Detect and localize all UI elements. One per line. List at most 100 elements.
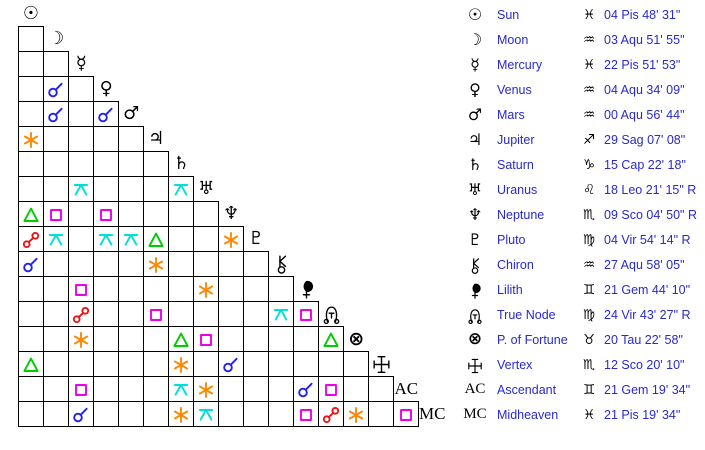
square-icon [150, 309, 162, 321]
aspect-cell-mars-moon [43, 101, 69, 127]
aspect-cell-midheaven-jupiter [143, 401, 169, 427]
square-icon [400, 409, 412, 421]
planet-name: Sun [497, 7, 520, 22]
true-node-icon [468, 308, 482, 324]
diagonal-cell-midheaven: MC [419, 404, 446, 423]
aspect-cell-lilith-sun [18, 276, 44, 302]
aspect-cell-ascendant-sun [18, 376, 44, 402]
legend-row-chiron: Chiron ♒ 27 Aqu 58' 05" [460, 252, 697, 277]
aspect-cell-p-of-fortune-uranus [193, 326, 219, 352]
leo-sign-icon: ♌ [583, 181, 596, 198]
aspect-cell-midheaven-mercury [68, 401, 94, 427]
aspect-cell-jupiter-moon [43, 126, 69, 152]
aspect-cell-ascendant-mars [118, 376, 144, 402]
planet-name: Jupiter [497, 132, 535, 147]
aspect-cell-p-of-fortune-neptune [218, 326, 244, 352]
aspect-cell-vertex-mercury [68, 351, 94, 377]
aspect-cell-lilith-uranus [193, 276, 219, 302]
aspect-cell-true-node-jupiter [143, 301, 169, 327]
aspect-cell-p-of-fortune-pluto [243, 326, 269, 352]
chiron-icon [471, 257, 480, 274]
aspect-cell-ascendant-chiron [268, 376, 294, 402]
aspect-cell-chiron-uranus [193, 251, 219, 277]
venus-icon: ♀ [469, 80, 481, 99]
legend-row-mercury: ☿ Mercury ♓ 22 Pis 51' 53" [460, 52, 697, 77]
aspect-cell-midheaven-lilith [293, 401, 319, 427]
quincunx-icon [198, 409, 214, 421]
aspect-cell-true-node-mercury [68, 301, 94, 327]
planet-name: True Node [497, 307, 556, 322]
diagonal-cell-ascendant: AC [394, 378, 419, 398]
aspect-cell-lilith-neptune [218, 276, 244, 302]
planet-name: Uranus [497, 182, 538, 197]
aspect-cell-midheaven-true-node [318, 401, 344, 427]
aspect-cell-ascendant-uranus [193, 376, 219, 402]
aspect-cell-vertex-pluto [243, 351, 269, 377]
planet-name: Ascendant [497, 382, 557, 397]
aspect-cell-neptune-mars [118, 201, 144, 227]
planet-name: Moon [497, 32, 529, 47]
quincunx-icon [173, 184, 189, 196]
aspect-cell-true-node-sun [18, 301, 44, 327]
conjunction-icon [73, 407, 88, 423]
aspect-cell-true-node-lilith [293, 301, 319, 327]
aspect-grid-row-pluto: ♇ [18, 226, 444, 252]
planet-name: Saturn [497, 157, 534, 172]
planet-position: 20 Tau 22' 58" [604, 332, 683, 347]
quincunx-icon [73, 184, 89, 196]
aspect-grid-row-jupiter: ♃ [18, 126, 444, 152]
aspect-grid-row-p-of-fortune: ⊗ [18, 326, 444, 352]
aspect-grid-row-sun: ☉ [19, 2, 444, 27]
aspect-cell-midheaven-sun [18, 401, 44, 427]
conjunction-icon [223, 357, 238, 373]
legend-row-lilith: Lilith ♊ 21 Gem 44' 10" [460, 277, 697, 302]
planet-position: 03 Aqu 51' 55" [604, 32, 685, 47]
sextile-icon [73, 332, 89, 348]
opposition-icon [22, 231, 40, 249]
aspect-cell-pluto-neptune [218, 226, 244, 252]
planet-name: Venus [497, 82, 532, 97]
aspect-cell-uranus-moon [43, 176, 69, 202]
planet-name: Pluto [497, 232, 526, 247]
aspect-cell-lilith-venus [93, 276, 119, 302]
aspect-cell-saturn-mercury [68, 151, 94, 177]
pisces-sign-icon: ♓ [583, 6, 596, 23]
planet-name: Lilith [497, 282, 523, 297]
legend-row-ascendant: AC Ascendant ♊ 21 Gem 19' 34" [460, 377, 697, 402]
legend-row-saturn: ♄ Saturn ♑ 15 Cap 22' 18" [460, 152, 697, 177]
aspect-cell-saturn-jupiter [143, 151, 169, 177]
aspect-grid-row-mercury: ☿ [18, 51, 444, 77]
aspect-cell-chiron-mars [118, 251, 144, 277]
vertex-icon [373, 355, 390, 373]
planet-position: 22 Pis 51' 53" [604, 57, 681, 72]
legend-row-true-node: True Node ♍ 24 Vir 43' 27" R [460, 302, 697, 327]
capricorn-sign-icon: ♑ [583, 156, 596, 173]
saturn-icon: ♄ [173, 152, 190, 174]
planet-position: 24 Vir 43' 27" R [604, 307, 691, 322]
aspect-cell-vertex-p-of-fortune [343, 351, 369, 377]
aspect-grid-row-true-node [18, 301, 444, 327]
trine-icon [23, 207, 39, 222]
moon-icon: ☽ [467, 30, 483, 49]
aspect-cell-uranus-mars [118, 176, 144, 202]
square-icon [75, 284, 87, 296]
diagonal-cell-vertex [369, 352, 394, 377]
aspect-cell-p-of-fortune-true-node [318, 326, 344, 352]
conjunction-icon [48, 82, 63, 98]
true-node-icon [323, 306, 340, 324]
legend-row-jupiter: ♃ Jupiter ♐ 29 Sag 07' 08" [460, 127, 697, 152]
aspect-cell-neptune-jupiter [143, 201, 169, 227]
quincunx-icon [173, 384, 189, 396]
legend-row-mars: ♂ Mars ♒ 00 Aqu 56' 44" [460, 102, 697, 127]
quincunx-icon [98, 234, 114, 246]
sextile-icon [223, 232, 239, 248]
aspect-cell-chiron-pluto [243, 251, 269, 277]
sextile-icon [23, 132, 39, 148]
aquarius-sign-icon: ♒ [583, 81, 596, 98]
square-icon [325, 384, 337, 396]
aspect-cell-lilith-mercury [68, 276, 94, 302]
aspect-cell-true-node-neptune [218, 301, 244, 327]
aspect-cell-neptune-uranus [193, 201, 219, 227]
p-of-fortune-icon: ⊗ [348, 327, 365, 350]
aspect-cell-lilith-mars [118, 276, 144, 302]
